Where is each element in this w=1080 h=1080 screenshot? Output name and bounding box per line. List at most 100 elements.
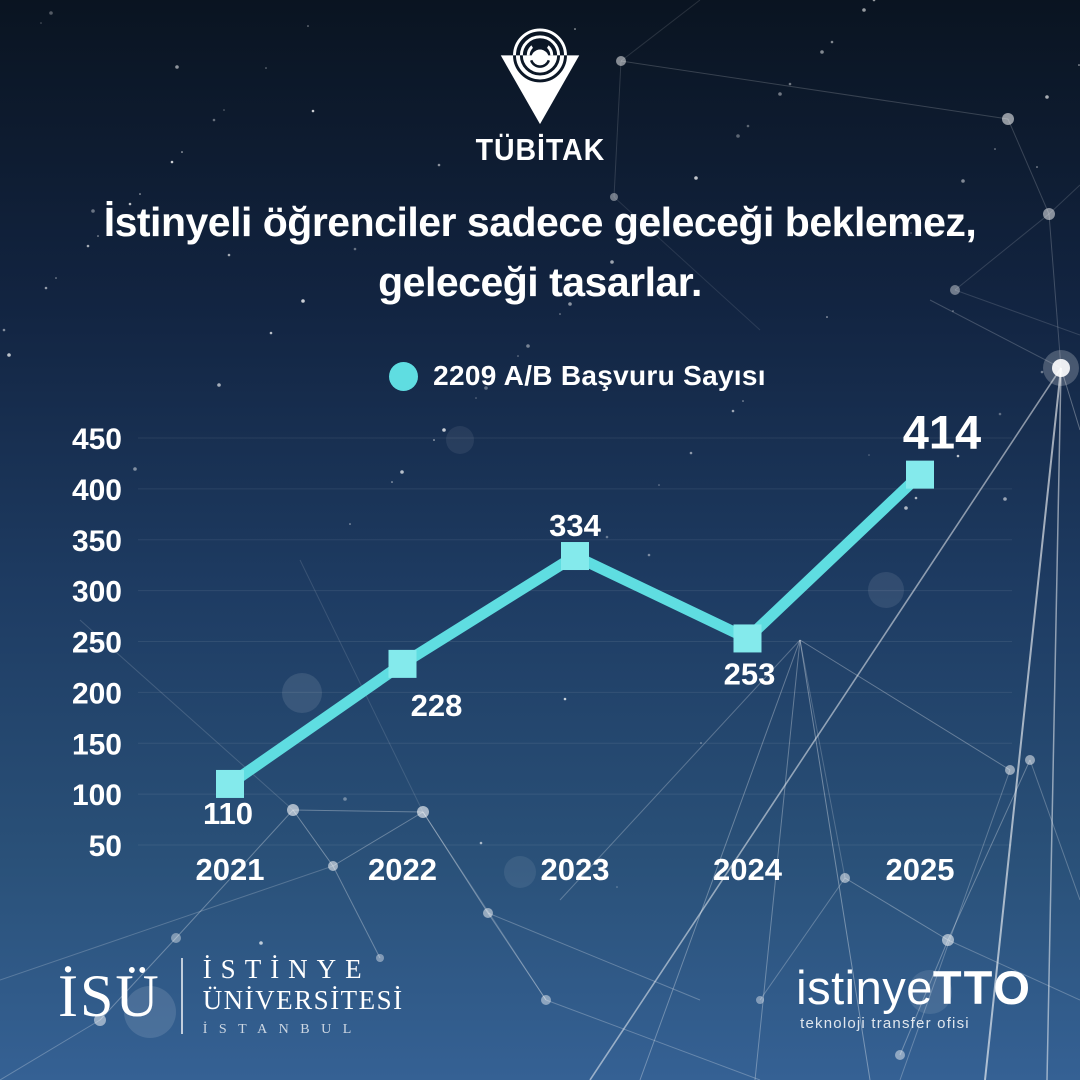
star-dot — [433, 439, 435, 441]
star-dot — [55, 277, 57, 279]
star-dot — [605, 535, 609, 539]
star-dot — [49, 11, 53, 15]
star-dot — [301, 299, 305, 303]
star-dot — [1078, 64, 1080, 66]
tto-logo: istinyeTTO teknoloji transfer ofisi — [796, 960, 1032, 1032]
star-dot — [353, 247, 357, 251]
star-dot — [40, 22, 42, 24]
x-tick-label: 2022 — [368, 852, 437, 887]
star-dot — [1036, 166, 1038, 168]
y-tick-label: 250 — [72, 627, 122, 660]
star-dot — [914, 496, 918, 500]
star-dot — [559, 313, 561, 315]
y-tick-label: 100 — [72, 779, 122, 812]
star-dot — [731, 409, 735, 413]
star-dot — [181, 151, 183, 153]
star-dot — [44, 286, 48, 290]
star-dot — [128, 202, 132, 206]
star-dot — [484, 386, 488, 390]
star-dot — [568, 302, 572, 306]
star-dot — [2, 328, 6, 332]
star-dot — [265, 67, 267, 69]
star-dot — [517, 355, 519, 357]
star-dot — [91, 209, 95, 213]
headline-line-2: geleceği tasarlar. — [378, 259, 702, 305]
star-dot — [385, 215, 389, 219]
data-point-marker — [561, 542, 589, 571]
value-label: 414 — [903, 410, 981, 459]
star-dot — [1003, 497, 1007, 501]
tto-brand-light: istinye — [796, 961, 933, 1014]
star-dot — [7, 353, 11, 357]
x-tick-label: 2024 — [713, 852, 783, 887]
star-dot — [647, 553, 651, 557]
footer: İSÜ İSTİNYE ÜNİVERSİTESİ İSTANBUL istiny… — [0, 954, 1080, 1080]
value-label: 110 — [203, 796, 253, 831]
isu-abbreviation: İSÜ — [58, 962, 161, 1029]
x-tick-label: 2021 — [196, 852, 265, 887]
x-tick-label: 2025 — [886, 852, 955, 887]
star-dot — [212, 118, 216, 122]
star-dot — [170, 160, 174, 164]
legend-dot-icon — [389, 361, 419, 391]
value-label: 334 — [549, 508, 601, 543]
star-dot — [437, 163, 441, 167]
star-dot — [652, 218, 656, 222]
star-dot — [616, 886, 618, 888]
y-tick-label: 150 — [72, 728, 122, 761]
isu-name-line2: ÜNİVERSİTESİ — [202, 985, 404, 1016]
star-dot — [872, 0, 876, 2]
isu-name-block: İSTİNYE ÜNİVERSİTESİ İSTANBUL — [203, 954, 404, 1038]
star-dot — [952, 310, 954, 312]
star-dot — [994, 148, 996, 150]
star-dot — [307, 25, 309, 27]
tubitak-wordmark: TÜBİTAK — [475, 132, 605, 167]
y-tick-label: 350 — [72, 525, 122, 558]
star-dot — [86, 244, 90, 248]
star-dot — [343, 797, 347, 801]
tubitak-logo-icon — [500, 28, 580, 125]
header: TÜBİTAK — [0, 26, 1080, 168]
star-dot — [862, 8, 866, 12]
star-dot — [269, 331, 273, 335]
value-label: 253 — [724, 656, 776, 691]
headline-line-1: İstinyeli öğrenciler sadece geleceği bek… — [103, 199, 977, 245]
star-dot — [479, 841, 483, 845]
star-dot — [175, 65, 179, 69]
isu-city: İSTANBUL — [202, 1022, 363, 1038]
x-tick-label: 2023 — [541, 852, 610, 887]
isu-name-line1: İSTİNYE — [202, 954, 371, 984]
star-dot — [904, 506, 908, 510]
star-dot — [956, 454, 960, 458]
data-point-marker — [733, 624, 762, 653]
star-dot — [746, 124, 750, 128]
isu-logo: İSÜ İSTİNYE ÜNİVERSİTESİ İSTANBUL — [58, 954, 404, 1038]
star-dot — [826, 316, 828, 318]
star-dot — [400, 470, 404, 474]
star-dot — [97, 235, 99, 237]
star-dot — [133, 467, 137, 471]
star-dot — [475, 397, 477, 399]
y-tick-label: 200 — [72, 677, 122, 710]
star-dot — [526, 344, 530, 348]
star-dot — [830, 40, 834, 44]
star-dot — [820, 50, 824, 54]
star-dot — [223, 109, 225, 111]
y-tick-label: 400 — [72, 474, 122, 507]
value-label: 228 — [411, 688, 463, 723]
y-tick-label: 300 — [72, 576, 122, 609]
star-dot — [961, 179, 965, 183]
chart-legend: 2209 A/B Başvuru Sayısı — [140, 360, 1015, 392]
star-dot — [610, 260, 614, 264]
star-dot — [1040, 370, 1044, 374]
isu-divider — [180, 958, 183, 1035]
star-dot — [742, 400, 744, 402]
star-dot — [778, 92, 782, 96]
star-dot — [139, 193, 141, 195]
legend-label: 2209 A/B Başvuru Sayısı — [433, 360, 766, 391]
y-tick-label: 450 — [72, 423, 122, 456]
star-dot — [311, 109, 315, 113]
line-chart: 450 400 350 300 250 200 150 100 50 2021 2022 2023 20… — [72, 410, 1012, 887]
